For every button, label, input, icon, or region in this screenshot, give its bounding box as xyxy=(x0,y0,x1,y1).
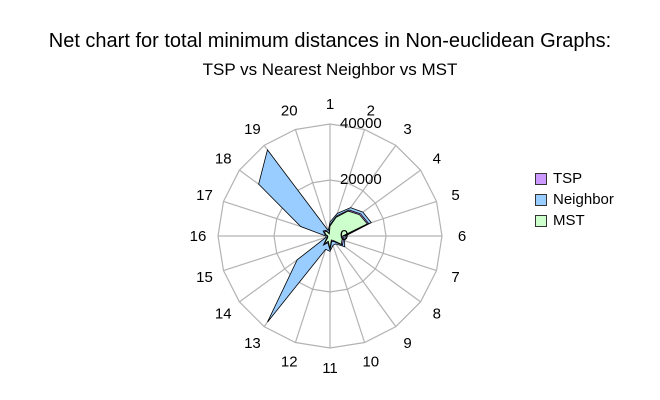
chart-subtitle: TSP vs Nearest Neighbor vs MST xyxy=(202,60,458,79)
category-label: 20 xyxy=(281,102,298,119)
category-label: 18 xyxy=(215,150,232,167)
grid-spoke xyxy=(329,235,397,327)
category-label: 15 xyxy=(196,269,213,286)
grid-spoke xyxy=(329,235,437,272)
legend: TSP Neighbor MST xyxy=(535,168,614,231)
grid-spoke xyxy=(294,235,331,343)
legend-swatch-neighbor xyxy=(535,193,547,206)
grid-spoke xyxy=(294,129,331,237)
category-label: 3 xyxy=(403,121,411,138)
legend-item-tsp: TSP xyxy=(535,168,614,189)
series-layer xyxy=(258,149,372,323)
category-label: 14 xyxy=(215,306,232,323)
category-label: 13 xyxy=(244,335,261,352)
legend-swatch-mst xyxy=(535,214,547,227)
radial-tick-label: 20000 xyxy=(340,171,382,188)
category-label: 10 xyxy=(362,354,379,371)
label-layer: 1 234567891011121314151617181920020000400… xyxy=(190,96,467,377)
category-label: 11 xyxy=(322,360,338,377)
category-label: 4 xyxy=(433,150,441,167)
legend-label-neighbor: Neighbor xyxy=(553,191,614,208)
legend-swatch-tsp xyxy=(535,172,547,185)
series-mst xyxy=(323,210,368,249)
legend-item-mst: MST xyxy=(535,210,614,231)
category-label: 5 xyxy=(451,187,459,204)
category-label: 9 xyxy=(403,335,411,352)
legend-label-mst: MST xyxy=(553,212,585,229)
category-label: 2 xyxy=(367,102,375,119)
category-label: 8 xyxy=(433,306,441,323)
category-label: 1 xyxy=(326,96,334,113)
radial-tick-label: 0 xyxy=(340,227,348,244)
category-label: 16 xyxy=(190,228,207,245)
category-label: 12 xyxy=(281,354,298,371)
radial-tick-label: 40000 xyxy=(340,115,382,132)
category-label: 6 xyxy=(458,228,466,245)
grid-spoke xyxy=(223,235,331,272)
category-label: 19 xyxy=(244,121,261,138)
chart-title: Net chart for total minimum distances in… xyxy=(48,30,612,52)
category-label: 17 xyxy=(196,187,213,204)
series-neighbor xyxy=(258,149,372,323)
grid-spoke xyxy=(329,235,366,343)
category-label: 7 xyxy=(451,269,459,286)
legend-item-neighbor: Neighbor xyxy=(535,189,614,210)
legend-label-tsp: TSP xyxy=(553,170,583,187)
